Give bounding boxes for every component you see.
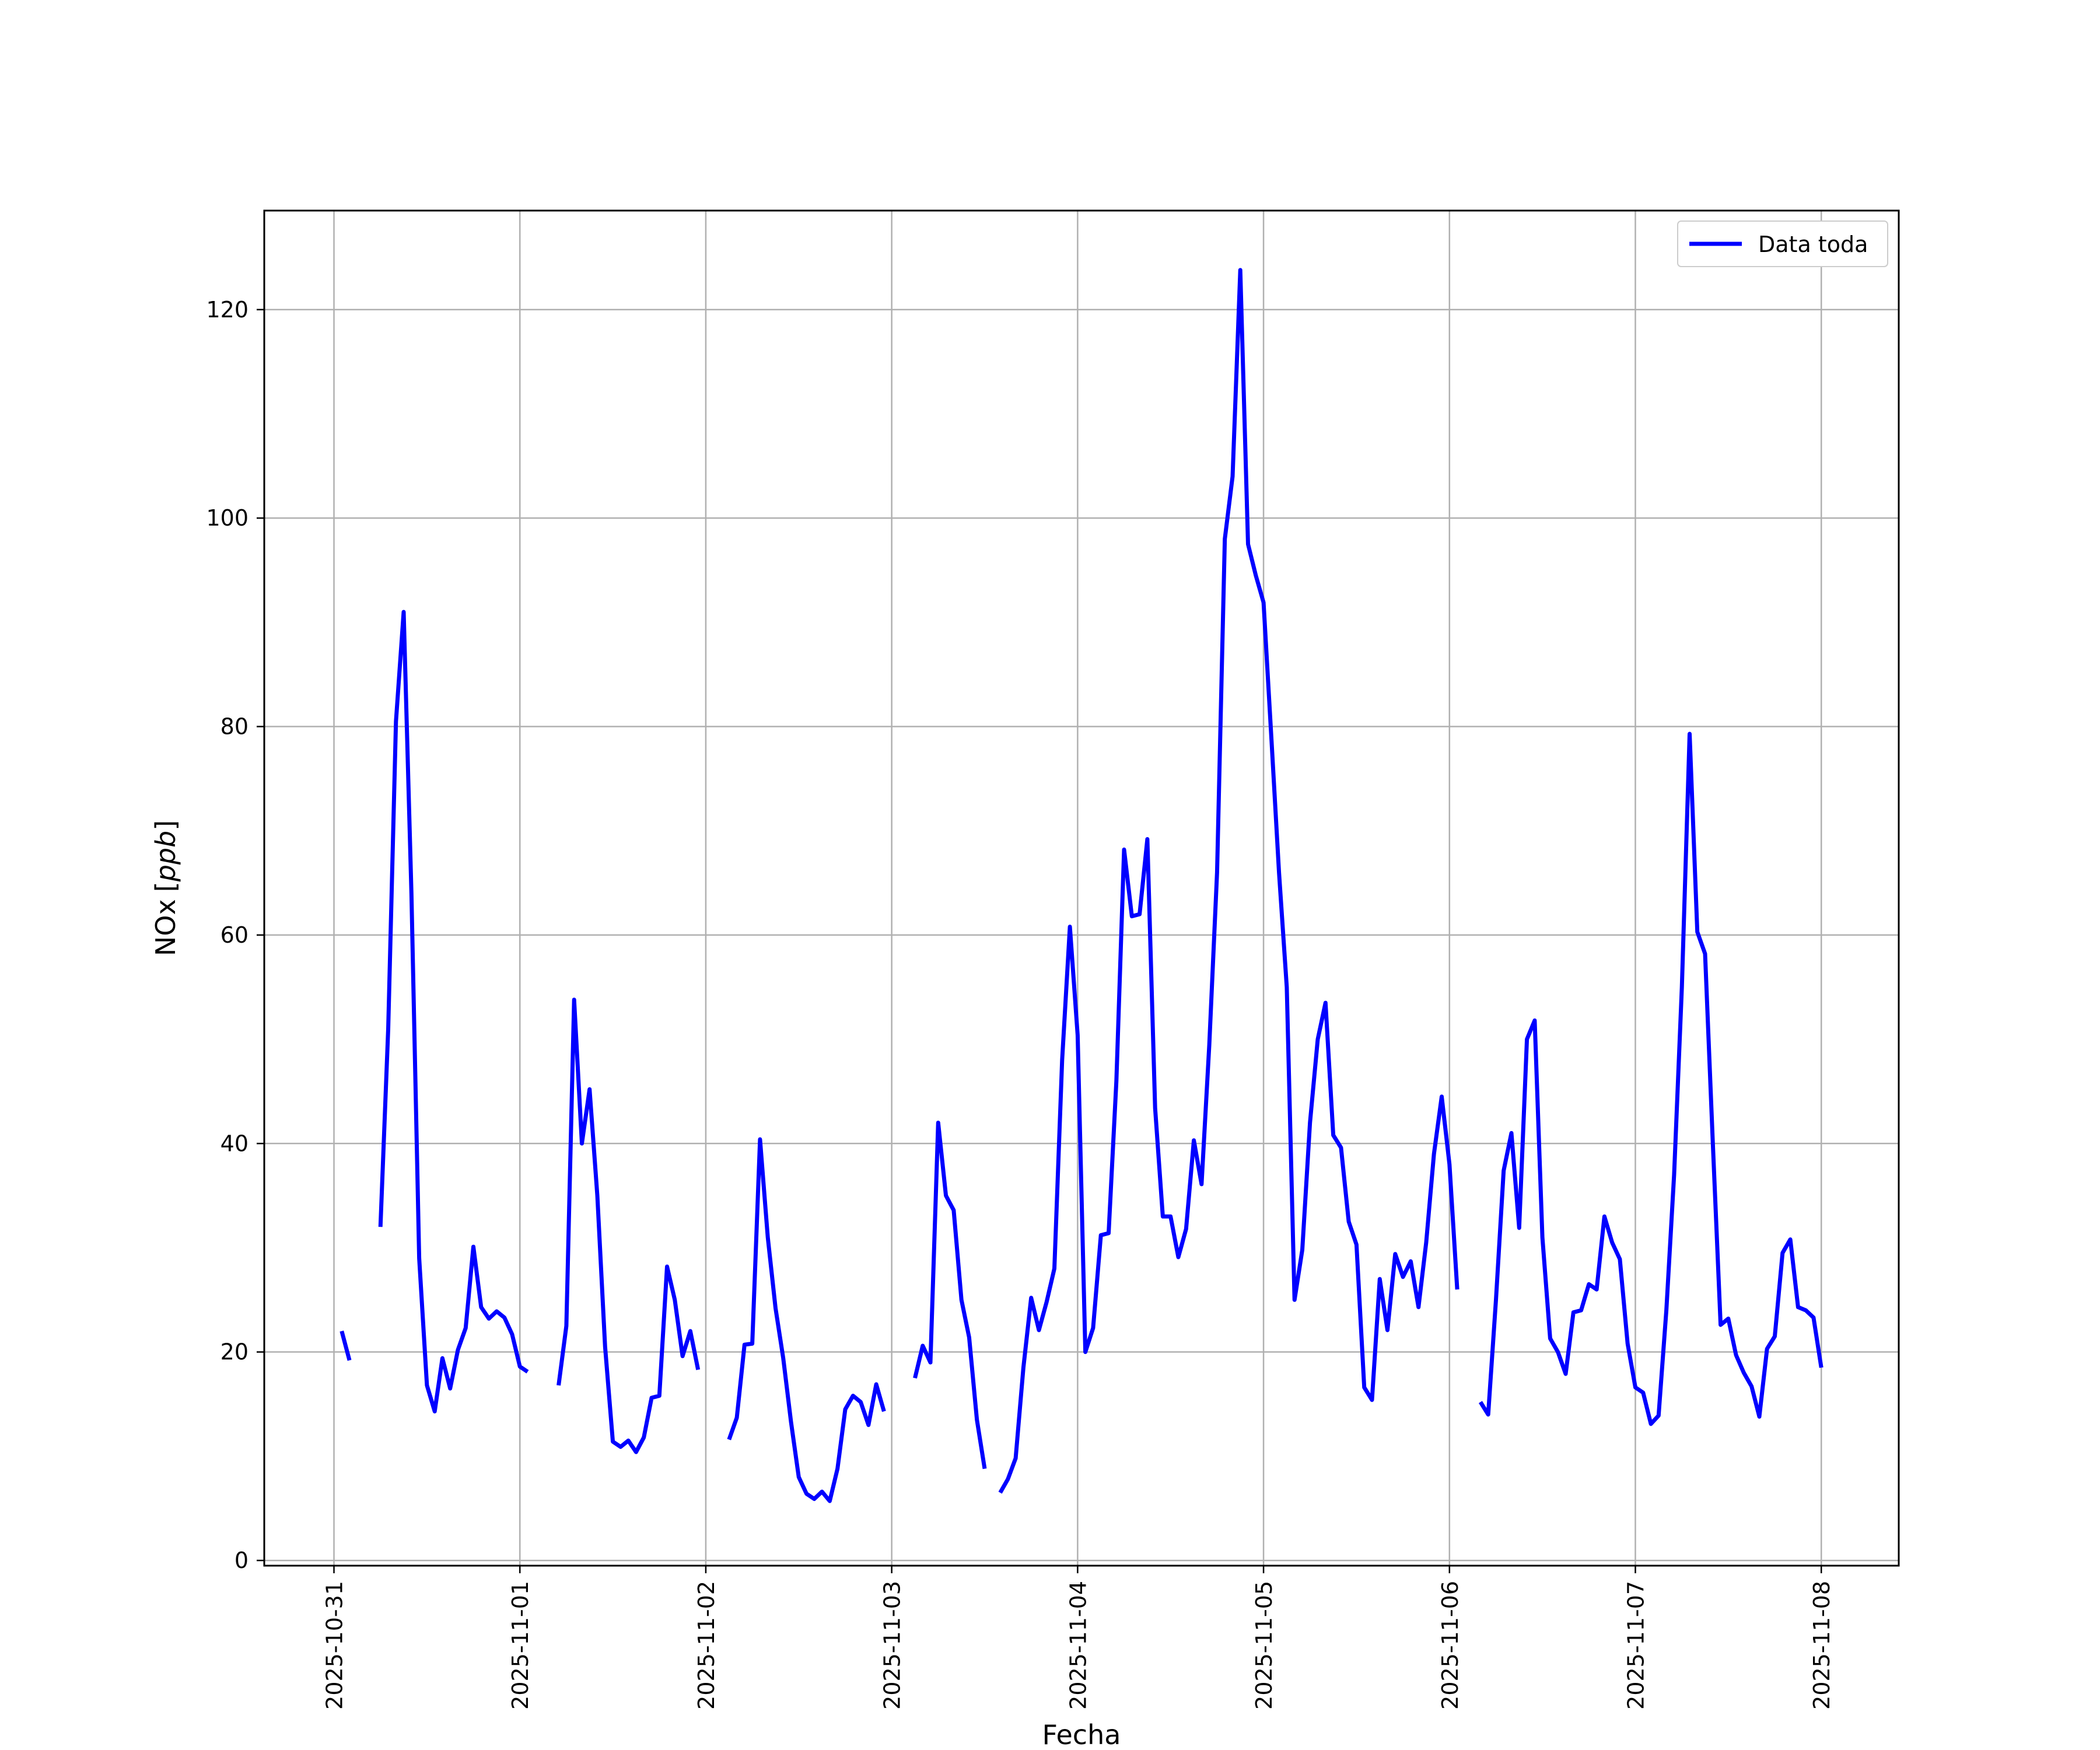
y-tick-label: 40	[220, 1130, 249, 1156]
x-tick-label: 2025-11-01	[508, 1581, 533, 1710]
plot-frame	[263, 209, 1900, 1567]
x-tick-label: 2025-11-08	[1809, 1581, 1835, 1710]
y-axis-label: NOx[ppb]	[150, 820, 181, 956]
x-tick-label: 2025-11-03	[880, 1581, 905, 1710]
y-tick-label: 20	[220, 1339, 249, 1365]
x-tick-label: 2025-11-07	[1623, 1581, 1648, 1710]
x-tick-label: 2025-11-05	[1251, 1581, 1277, 1710]
y-tick-label: 100	[206, 505, 249, 531]
y-tick-label: 0	[235, 1548, 249, 1573]
y-tick-label: 120	[206, 297, 249, 323]
series-line-data-toda	[340, 268, 1824, 1503]
x-tick-label: 2025-11-04	[1065, 1581, 1091, 1710]
x-tick-label: 2025-10-31	[322, 1581, 348, 1710]
x-tick-label: 2025-11-02	[694, 1581, 719, 1710]
y-tick-label: 80	[220, 714, 249, 740]
legend: Data toda	[1677, 220, 1888, 267]
y-axis-label-main: NOx	[150, 899, 181, 956]
x-axis-label: Fecha	[1042, 1719, 1121, 1750]
x-tick-label: 2025-11-06	[1437, 1581, 1463, 1710]
y-axis-label-unit: ppb	[150, 831, 181, 883]
y-tick-label: 60	[220, 922, 249, 948]
x-axis: 2025-10-31 2025-11-01 2025-11-02 2025-11-03…	[322, 1566, 1835, 1710]
y-axis: 0 20 40 60 80 100 120	[206, 297, 264, 1573]
legend-entry-data-toda: Data toda	[1758, 232, 1868, 257]
legend-box	[1677, 220, 1888, 267]
